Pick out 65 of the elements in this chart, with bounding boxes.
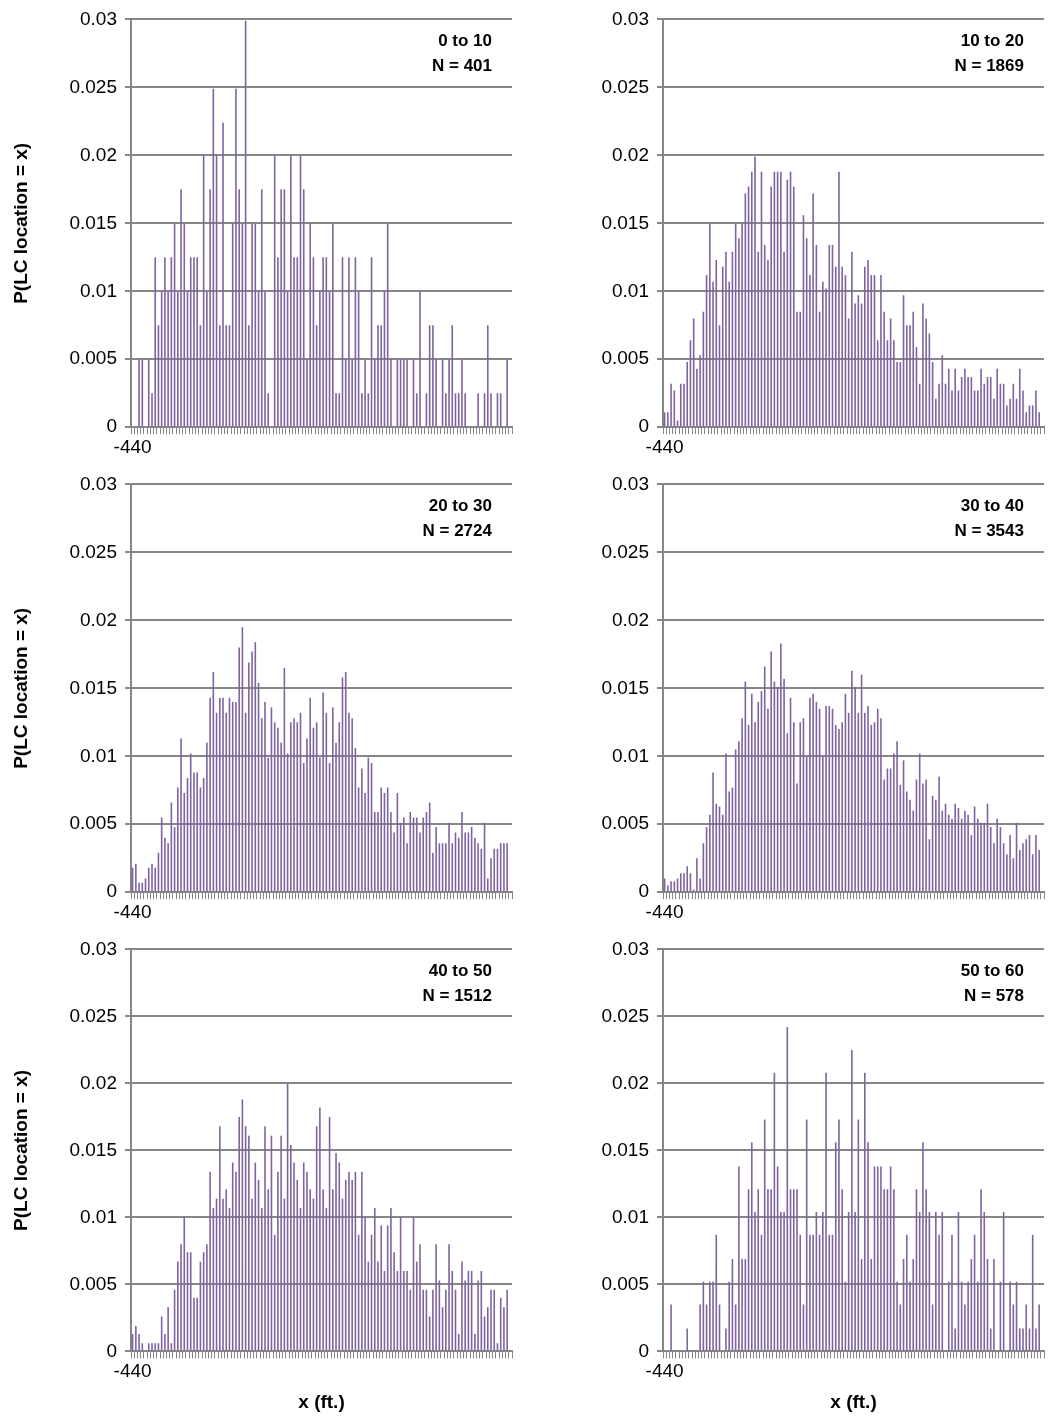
annotation: N = 401 [431, 56, 492, 76]
y-tick-label: 0.03 [80, 937, 117, 959]
y-tick-label: 0.005 [601, 812, 649, 834]
y-axis-title: P(LC location = x) [9, 142, 31, 304]
annotation: N = 578 [963, 986, 1024, 1006]
y-axis-title: P(LC location = x) [9, 607, 31, 769]
annotation: 30 to 40 [960, 496, 1024, 516]
x-tick-label: -440 [113, 1360, 152, 1382]
y-tick-label: 0.025 [601, 75, 649, 97]
y-tick-label: 0 [106, 415, 117, 437]
y-tick-label: 0.005 [69, 347, 117, 369]
x-tick-label: -440 [113, 900, 152, 922]
y-tick-label: 0.02 [612, 608, 649, 630]
annotation: N = 3543 [954, 521, 1024, 541]
y-tick-label: 0.03 [612, 937, 649, 959]
annotation: 20 to 30 [428, 496, 492, 516]
annotation: 50 to 60 [960, 961, 1024, 981]
y-tick-label: 0.005 [601, 1272, 649, 1294]
y-tick-label: 0.005 [69, 812, 117, 834]
y-tick-label: 0.01 [612, 279, 649, 301]
annotation: N = 1512 [422, 986, 492, 1006]
y-tick-label: 0.015 [601, 1138, 649, 1160]
y-tick-label: 0.005 [601, 347, 649, 369]
y-tick-label: 0.02 [612, 1071, 649, 1093]
y-tick-label: 0.015 [601, 211, 649, 233]
y-tick-label: 0 [638, 880, 649, 902]
annotation: N = 2724 [422, 521, 493, 541]
y-tick-label: 0.015 [69, 676, 117, 698]
y-tick-label: 0.025 [69, 75, 117, 97]
y-tick-label: 0.01 [80, 744, 117, 766]
y-tick-label: 0.01 [80, 279, 117, 301]
y-tick-label: 0 [106, 1339, 117, 1361]
x-axis-title: x (ft.) [830, 1390, 877, 1412]
y-tick-label: 0.025 [601, 540, 649, 562]
y-tick-label: 0.025 [69, 1004, 117, 1026]
x-tick-label: -440 [645, 900, 684, 922]
y-tick-label: 0.025 [601, 1004, 649, 1026]
annotation: 0 to 10 [438, 31, 492, 51]
x-tick-label: -440 [113, 435, 152, 457]
y-tick-label: 0.015 [69, 1138, 117, 1160]
y-tick-label: 0.03 [612, 7, 649, 29]
annotation: 40 to 50 [428, 961, 492, 981]
y-tick-label: 0.005 [69, 1272, 117, 1294]
y-tick-label: 0 [106, 880, 117, 902]
y-tick-label: 0.015 [69, 211, 117, 233]
y-tick-label: 0.02 [80, 608, 117, 630]
y-tick-label: 0.02 [612, 143, 649, 165]
y-tick-label: 0 [638, 415, 649, 437]
y-tick-label: 0.03 [612, 472, 649, 494]
y-tick-label: 0.03 [80, 7, 117, 29]
annotation: N = 1869 [954, 56, 1024, 76]
y-tick-label: 0.01 [612, 1205, 649, 1227]
y-tick-label: 0.01 [80, 1205, 117, 1227]
y-axis-title: P(LC location = x) [9, 1069, 31, 1231]
y-tick-label: 0 [638, 1339, 649, 1361]
y-tick-label: 0.03 [80, 472, 117, 494]
y-tick-label: 0.01 [612, 744, 649, 766]
x-tick-label: -440 [645, 435, 684, 457]
y-tick-label: 0.02 [80, 143, 117, 165]
annotation: 10 to 20 [960, 31, 1024, 51]
y-tick-label: 0.015 [601, 676, 649, 698]
x-tick-label: -440 [645, 1360, 684, 1382]
y-tick-label: 0.025 [69, 540, 117, 562]
y-tick-label: 0.02 [80, 1071, 117, 1093]
x-axis-title: x (ft.) [298, 1390, 345, 1412]
